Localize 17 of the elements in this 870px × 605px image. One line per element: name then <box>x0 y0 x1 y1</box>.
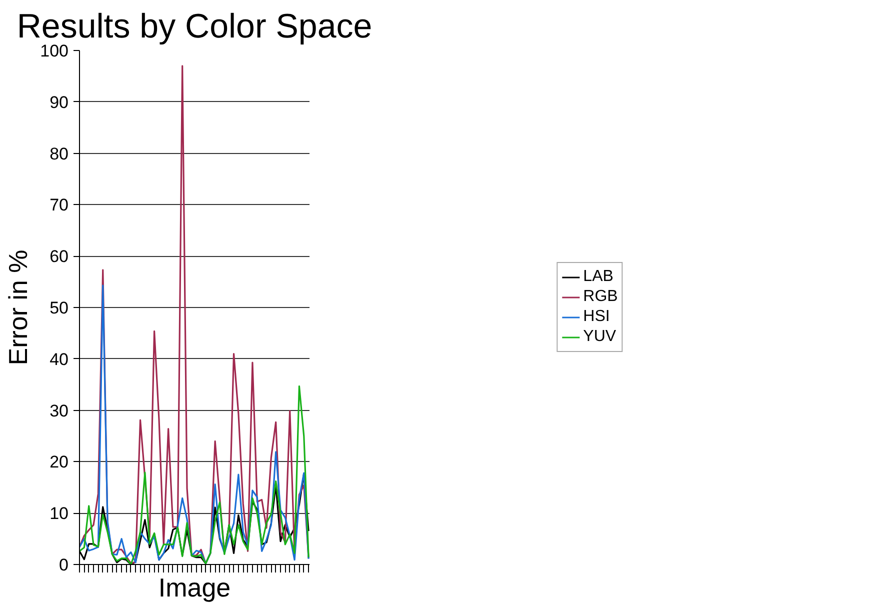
legend-label: LAB <box>583 268 614 286</box>
y-tick-label: 30 <box>50 401 69 420</box>
legend-label: HSI <box>583 308 611 326</box>
x-axis-title: Image <box>158 572 231 602</box>
y-tick-label: 60 <box>50 247 69 266</box>
y-tick-label: 0 <box>59 556 69 574</box>
line-series <box>80 65 310 564</box>
y-tick-label: 50 <box>50 298 69 318</box>
y-tick-label: 10 <box>50 504 69 524</box>
legend-label: YUV <box>583 328 616 346</box>
legend-label: RGB <box>583 288 618 306</box>
y-axis-title: Error in % <box>3 250 34 366</box>
y-tick-label: 40 <box>50 350 69 369</box>
y-tick-label: 20 <box>50 452 69 472</box>
y-tick-label: 70 <box>50 196 69 215</box>
y-tick-label: 90 <box>50 92 69 112</box>
y-tick-label: 80 <box>50 144 69 164</box>
